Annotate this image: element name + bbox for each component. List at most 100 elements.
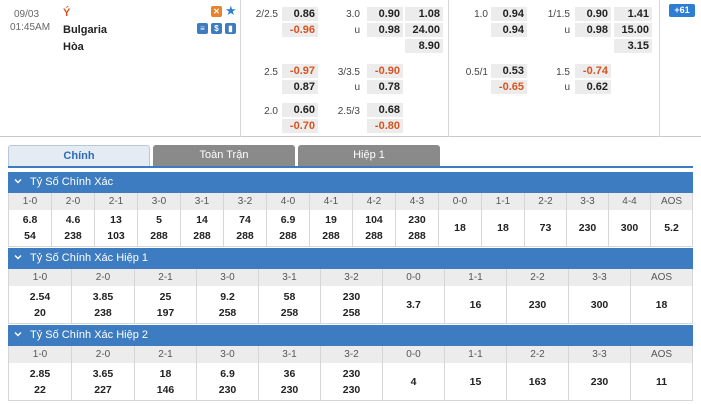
ft-handicap-away-2[interactable]: 0.87	[293, 81, 315, 93]
score-odds-value[interactable]: 4	[410, 375, 417, 388]
score-odds-cell[interactable]: 4.6 238	[52, 210, 94, 247]
score-odds-cell[interactable]: 230	[507, 286, 568, 324]
score-odds-value[interactable]: 288	[236, 230, 254, 242]
score-odds-value[interactable]: 4.6	[65, 214, 81, 226]
score-odds-value[interactable]: 300	[620, 222, 639, 234]
score-odds-cell[interactable]: 300	[609, 210, 650, 247]
section-header[interactable]: Tỷ Số Chính Xác Hiệp 1	[8, 248, 693, 269]
score-odds-value[interactable]: 5	[156, 214, 162, 226]
score-odds-cell[interactable]: 18	[439, 210, 481, 247]
score-odds-value[interactable]: 18	[159, 367, 172, 380]
score-odds-cell[interactable]: 230 288	[396, 210, 438, 247]
ft-ou-under-2[interactable]: 0.78	[378, 81, 400, 93]
score-odds-value[interactable]: 22	[34, 383, 46, 396]
1h-ou-over-1[interactable]: 0.90	[586, 8, 608, 20]
score-odds-value[interactable]: 288	[193, 230, 211, 242]
ft-ou-over-1[interactable]: 0.90	[378, 8, 400, 20]
score-odds-value[interactable]: 103	[107, 230, 125, 242]
away-team[interactable]: Bulgaria	[63, 24, 108, 36]
score-odds-cell[interactable]: 73	[525, 210, 566, 247]
score-odds-cell[interactable]: 230 258	[321, 286, 382, 324]
more-markets-button[interactable]: +61	[669, 4, 695, 17]
tab-full-match[interactable]: Toàn Trận	[153, 145, 295, 166]
score-odds-value[interactable]: 197	[156, 306, 175, 319]
score-odds-value[interactable]: 6.8	[22, 214, 38, 226]
score-odds-value[interactable]: 54	[24, 230, 36, 242]
ft-ou-over-2[interactable]: -0.90	[374, 65, 400, 77]
score-odds-value[interactable]: 11	[655, 375, 668, 388]
score-odds-cell[interactable]: 230	[569, 363, 630, 401]
1h-handicap-away-1[interactable]: 0.94	[502, 24, 524, 36]
score-odds-value[interactable]: 13	[110, 214, 122, 226]
1h-1x2-draw[interactable]: 3.15	[627, 40, 649, 52]
score-odds-value[interactable]: 2.54	[29, 290, 51, 303]
score-odds-value[interactable]: 3.7	[406, 298, 421, 311]
score-odds-cell[interactable]: 104 288	[353, 210, 395, 247]
score-odds-cell[interactable]: 19 288	[310, 210, 352, 247]
score-odds-cell[interactable]: 2.54 20	[9, 286, 71, 324]
score-odds-cell[interactable]: 6.9 288	[267, 210, 309, 247]
score-odds-cell[interactable]: 230 230	[321, 363, 382, 401]
score-odds-cell[interactable]: 58 258	[259, 286, 320, 324]
score-odds-value[interactable]: 74	[239, 214, 251, 226]
score-odds-value[interactable]: 19	[325, 214, 337, 226]
score-odds-value[interactable]: 288	[322, 230, 340, 242]
ft-1x2-home[interactable]: 1.08	[418, 8, 440, 20]
score-odds-value[interactable]: 3.65	[92, 367, 114, 380]
score-odds-cell[interactable]: 9.2 258	[197, 286, 258, 324]
score-odds-value[interactable]: 288	[279, 230, 297, 242]
score-odds-cell[interactable]: 163	[507, 363, 568, 401]
score-odds-value[interactable]: 230	[342, 367, 361, 380]
ft-1x2-draw[interactable]: 8.90	[418, 40, 440, 52]
score-odds-value[interactable]: 288	[408, 230, 426, 242]
1h-handicap-home-1[interactable]: 0.94	[502, 8, 524, 20]
1h-ou-under-1[interactable]: 0.98	[586, 24, 608, 36]
score-odds-cell[interactable]: 3.7	[383, 286, 444, 324]
score-odds-cell[interactable]: 11	[631, 363, 692, 401]
calendar-x-icon[interactable]: ✕	[211, 6, 222, 17]
score-odds-value[interactable]: 258	[280, 306, 299, 319]
ft-ou-under-1[interactable]: 0.98	[378, 24, 400, 36]
score-odds-value[interactable]: 18	[454, 222, 466, 234]
1h-handicap-away-2[interactable]: -0.65	[498, 81, 524, 93]
1h-handicap-home-2[interactable]: 0.53	[502, 65, 524, 77]
1h-1x2-away[interactable]: 15.00	[621, 24, 649, 36]
score-odds-value[interactable]: 58	[283, 290, 296, 303]
ft-handicap-away-3[interactable]: -0.70	[289, 120, 315, 132]
score-odds-value[interactable]: 20	[34, 306, 46, 319]
ft-ou-over-3[interactable]: 0.68	[378, 104, 400, 116]
score-odds-value[interactable]: 230	[528, 298, 547, 311]
chart-icon[interactable]: ▮	[225, 23, 236, 34]
ft-handicap-home-3[interactable]: 0.60	[293, 104, 315, 116]
score-odds-value[interactable]: 230	[218, 383, 237, 396]
ft-handicap-home-1[interactable]: 0.86	[293, 8, 315, 20]
score-odds-cell[interactable]: 14 288	[181, 210, 223, 247]
dollar-icon[interactable]: $	[211, 23, 222, 34]
score-odds-cell[interactable]: 25 197	[135, 286, 196, 324]
score-odds-cell[interactable]: 18	[631, 286, 692, 324]
star-icon[interactable]: ★	[225, 3, 237, 18]
score-odds-value[interactable]: 258	[218, 306, 237, 319]
score-odds-value[interactable]: 36	[283, 367, 296, 380]
score-odds-cell[interactable]: 18	[482, 210, 524, 247]
score-odds-cell[interactable]: 74 288	[224, 210, 266, 247]
score-odds-value[interactable]: 258	[342, 306, 361, 319]
score-odds-value[interactable]: 73	[539, 222, 552, 234]
score-odds-cell[interactable]: 2.85 22	[9, 363, 71, 401]
tab-first-half[interactable]: Hiệp 1	[298, 145, 440, 166]
section-header[interactable]: Tỷ Số Chính Xác	[8, 172, 693, 193]
1h-ou-under-2[interactable]: 0.62	[586, 81, 608, 93]
ft-1x2-away[interactable]: 24.00	[412, 24, 440, 36]
score-odds-cell[interactable]: 3.85 238	[72, 286, 134, 324]
score-odds-value[interactable]: 230	[342, 383, 361, 396]
ft-handicap-away-1[interactable]: -0.96	[289, 24, 315, 36]
score-odds-value[interactable]: 3.85	[92, 290, 114, 303]
score-odds-cell[interactable]: 6.9 230	[197, 363, 258, 401]
score-odds-value[interactable]: 18	[655, 298, 668, 311]
score-odds-value[interactable]: 15	[469, 375, 482, 388]
score-odds-value[interactable]: 9.2	[220, 290, 235, 303]
stats-icon[interactable]: ≡	[197, 23, 208, 34]
score-odds-cell[interactable]: 16	[445, 286, 506, 324]
score-odds-value[interactable]: 238	[94, 306, 112, 319]
score-odds-cell[interactable]: 36 230	[259, 363, 320, 401]
